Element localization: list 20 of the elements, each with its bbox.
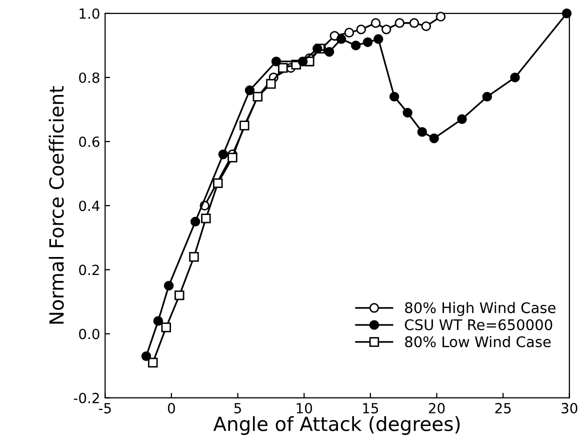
y-tick-label: -0.2 [74, 392, 99, 404]
x-tick-label: 20 [428, 402, 445, 414]
y-tick-label: 0.8 [79, 72, 100, 83]
y-tick-label: 0.0 [79, 328, 100, 340]
y-tick-label: 0.2 [79, 264, 99, 276]
legend-label: 80% High Wind Case [405, 302, 556, 316]
x-tick-label: 25 [495, 402, 511, 414]
x-tick-label: 15 [363, 403, 378, 414]
x-tick-label: 10 [296, 402, 312, 414]
x-tick-label: -5 [98, 403, 111, 414]
y-axis-title: Normal Force Coefficient [48, 86, 64, 324]
y-tick-label: 0.6 [79, 136, 100, 148]
x-tick-label: 5 [234, 403, 241, 414]
x-tick-label: 30 [562, 402, 578, 414]
x-axis-title: Angle of Attack (degrees) [213, 416, 460, 435]
legend-label: 80% Low Wind Case [405, 336, 551, 348]
y-tick-label: 0.4 [79, 200, 100, 212]
x-tick-label: 0 [168, 402, 175, 414]
legend-label: CSU WT Re=650000 [404, 319, 552, 330]
y-tick-label: 1.0 [80, 8, 100, 19]
